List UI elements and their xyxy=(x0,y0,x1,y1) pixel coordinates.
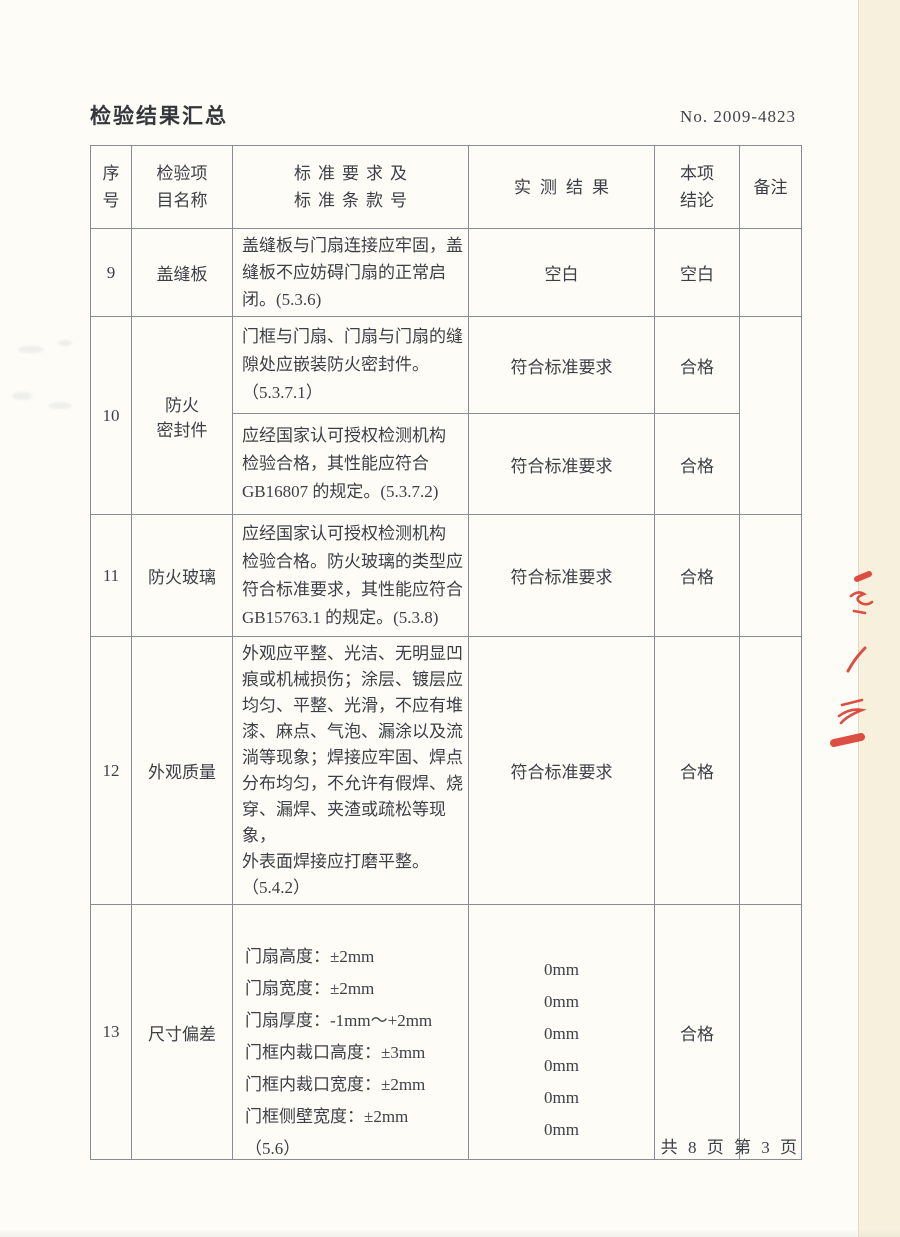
cell-no: 12 xyxy=(90,636,132,905)
cell-item: 尺寸偏差 xyxy=(131,904,233,1160)
spec-label: 门扇厚度：-1mm～+2mm xyxy=(245,1011,433,1030)
spec-label: 门扇宽度：±2mm xyxy=(245,979,375,998)
header-remark: 备注 xyxy=(739,145,802,229)
cell-conclusion: 合格 xyxy=(654,636,740,905)
cell-remark xyxy=(739,514,802,637)
cell-result: 符合标准要求 xyxy=(468,514,655,637)
cell-remark xyxy=(739,316,802,515)
spec-value: 0mm xyxy=(544,960,579,979)
cell-result: 符合标准要求 xyxy=(468,316,655,414)
cell-standard: 盖缝板与门扇连接应牢固，盖 缝板不应妨碍门扇的正常启 闭。(5.3.6) xyxy=(232,228,469,317)
table-row: 12 外观质量 外观应平整、光洁、无明显凹 痕或机械损伤；涂层、镀层应 均匀、平… xyxy=(90,636,802,905)
cell-conclusion: 合格 xyxy=(654,904,740,1160)
cell-no: 13 xyxy=(90,904,132,1160)
page-number-footer: 共 8 页 第 3 页 xyxy=(660,1138,800,1157)
scan-bottom-shadow xyxy=(0,1229,900,1237)
spec-value: 0mm xyxy=(544,1120,579,1139)
cell-remark xyxy=(739,228,802,317)
cell-item: 外观质量 xyxy=(131,636,233,905)
cell-result: 空白 xyxy=(468,228,655,317)
table-row: 9 盖缝板 盖缝板与门扇连接应牢固，盖 缝板不应妨碍门扇的正常启 闭。(5.3.… xyxy=(90,228,802,317)
spec-value: 0mm xyxy=(544,1024,579,1043)
scan-smudge xyxy=(48,402,72,409)
table-row: 13 尺寸偏差 门扇高度：±2mm 门扇宽度：±2mm 门扇厚度：-1mm～+2… xyxy=(90,904,802,1160)
page-title: 检验结果汇总 xyxy=(90,105,228,128)
header-result: 实测结果 xyxy=(468,145,655,229)
spec-value: 0mm xyxy=(544,1088,579,1107)
spec-label: 门框侧壁宽度：±2mm xyxy=(245,1107,409,1126)
cell-conclusion: 空白 xyxy=(654,228,740,317)
cell-no: 9 xyxy=(90,228,132,317)
cell-standard: 外观应平整、光洁、无明显凹 痕或机械损伤；涂层、镀层应 均匀、平整、光滑，不应有… xyxy=(232,636,469,905)
cell-no: 10 xyxy=(90,316,132,515)
cell-standard: 门框与门扇、门扇与门扇的缝 隙处应嵌装防火密封件。 （5.3.7.1） xyxy=(232,316,469,414)
page-edge-strip xyxy=(858,0,900,1237)
red-pen-marks xyxy=(830,571,874,747)
inspection-results-table: 序 号 检验项 目名称 标准要求及 标准条款号 实测结果 本项 结论 备注 9 … xyxy=(90,145,802,1160)
cell-item: 防火玻璃 xyxy=(131,514,233,637)
spec-label: 门框内裁口宽度：±2mm xyxy=(245,1075,426,1094)
spec-value: 0mm xyxy=(544,992,579,1011)
table-row: 11 防火玻璃 应经国家认可授权检测机构 检验合格。防火玻璃的类型应 符合标准要… xyxy=(90,514,802,637)
spec-label: 门框内裁口高度：±3mm xyxy=(245,1043,426,1062)
cell-remark xyxy=(739,636,802,905)
cell-conclusion: 合格 xyxy=(654,316,740,414)
cell-result: 符合标准要求 xyxy=(468,413,655,515)
cell-standard: 门扇高度：±2mm 门扇宽度：±2mm 门扇厚度：-1mm～+2mm 门框内裁口… xyxy=(232,904,469,1160)
spec-clause: （5.6） xyxy=(245,1139,301,1158)
cell-result: 符合标准要求 xyxy=(468,636,655,905)
scan-smudge xyxy=(12,392,32,400)
header-no: 序 号 xyxy=(90,145,132,229)
document-number: No. 2009-4823 xyxy=(680,107,796,126)
scan-smudge xyxy=(18,346,44,353)
cell-standard: 应经国家认可授权检测机构 检验合格。防火玻璃的类型应 符合标准要求，其性能应符合… xyxy=(232,514,469,637)
spec-value: 0mm xyxy=(544,1056,579,1075)
table-header-row: 序 号 检验项 目名称 标准要求及 标准条款号 实测结果 本项 结论 备注 xyxy=(90,145,802,229)
cell-item: 防火 密封件 xyxy=(131,316,233,515)
cell-item: 盖缝板 xyxy=(131,228,233,317)
cell-remark xyxy=(739,904,802,1160)
spec-label: 门扇高度：±2mm xyxy=(245,947,375,966)
cell-standard: 应经国家认可授权检测机构 检验合格，其性能应符合 GB16807 的规定。(5.… xyxy=(232,413,469,515)
table-row: 应经国家认可授权检测机构 检验合格，其性能应符合 GB16807 的规定。(5.… xyxy=(91,413,802,515)
table-row: 10 防火 密封件 门框与门扇、门扇与门扇的缝 隙处应嵌装防火密封件。 （5.3… xyxy=(90,316,802,515)
scan-smudge xyxy=(58,340,72,346)
header-item: 检验项 目名称 xyxy=(131,145,233,229)
cell-conclusion: 合格 xyxy=(654,514,740,637)
header-conclusion: 本项 结论 xyxy=(654,145,740,229)
cell-result: 0mm 0mm 0mm 0mm 0mm 0mm xyxy=(468,904,655,1160)
cell-conclusion: 合格 xyxy=(654,413,740,515)
header-standard: 标准要求及 标准条款号 xyxy=(232,145,469,229)
cell-no: 11 xyxy=(90,514,132,637)
